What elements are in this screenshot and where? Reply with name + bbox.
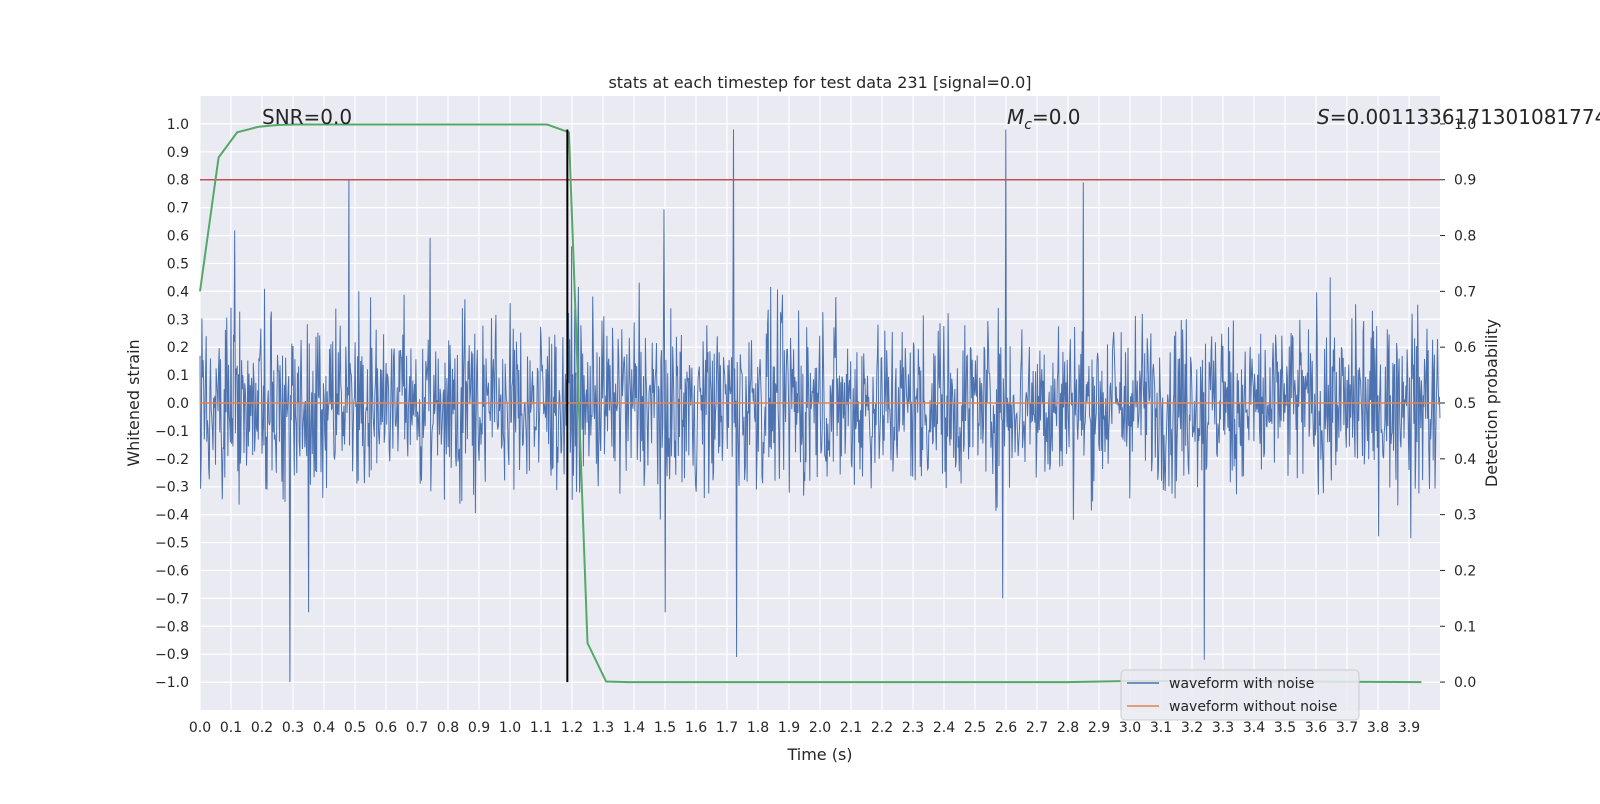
x-tick-label: 1.1	[530, 720, 552, 736]
y-tick-label: 0.4	[167, 284, 189, 300]
y2-tick-label: 0.3	[1454, 508, 1476, 524]
y-tick-label: 0.8	[167, 173, 189, 189]
x-tick-label: 0.3	[282, 720, 304, 736]
x-tick-label: 2.9	[1088, 720, 1110, 736]
y2-tick-label: 0.2	[1454, 563, 1476, 579]
x-tick-label: 1.7	[716, 720, 738, 736]
y2-tick-label: 0.8	[1454, 229, 1476, 245]
x-tick-label: 1.3	[592, 720, 614, 736]
y-tick-label: −0.6	[155, 563, 189, 579]
y-tick-label: −0.9	[155, 647, 189, 663]
x-tick-label: 1.9	[778, 720, 800, 736]
x-tick-label: 1.2	[561, 720, 583, 736]
x-tick-label: 3.2	[1181, 720, 1203, 736]
waveform-with-noise-line	[199, 129, 1441, 683]
y-tick-label: −0.3	[155, 480, 189, 496]
x-tick-label: 2.3	[902, 720, 924, 736]
y-tick-label: 0.5	[167, 256, 189, 272]
y2-axis-label: Detection probability	[1482, 319, 1501, 487]
x-tick-label: 1.0	[499, 720, 521, 736]
y2-tick-label: 0.0	[1454, 675, 1476, 691]
y2-tick-label: 1.0	[1454, 117, 1476, 133]
y-tick-label: 1.0	[167, 117, 189, 133]
y-tick-label: 0.3	[167, 312, 189, 328]
x-tick-label: 2.7	[1026, 720, 1048, 736]
x-tick-label: 3.7	[1336, 720, 1358, 736]
x-tick-label: 0.0	[189, 720, 211, 736]
y-tick-label: −0.4	[155, 508, 189, 524]
y2-tick-label: 0.4	[1454, 452, 1476, 468]
y-axis-label: Whitened strain	[124, 339, 143, 466]
legend: waveform with noise waveform without noi…	[1120, 669, 1360, 721]
y-tick-label: −0.7	[155, 591, 189, 607]
x-tick-label: 3.0	[1119, 720, 1141, 736]
y2-tick-label: 0.7	[1454, 284, 1476, 300]
x-tick-label: 3.4	[1243, 720, 1265, 736]
detection-probability-series	[199, 123, 1422, 684]
x-tick-label: 3.6	[1305, 720, 1327, 736]
legend-label-noise: waveform with noise	[1169, 676, 1314, 692]
x-tick-label: 1.8	[747, 720, 769, 736]
x-tick-label: 0.5	[344, 720, 366, 736]
s-annotation: S=0.0011336171301081774	[1317, 105, 1600, 129]
x-tick-label: 3.9	[1398, 720, 1420, 736]
y-tick-label: 0.7	[167, 201, 189, 217]
x-tick-label: 3.3	[1212, 720, 1234, 736]
x-tick-label: 2.4	[933, 720, 955, 736]
y-tick-label: −1.0	[155, 675, 189, 691]
x-tick-label: 1.6	[685, 720, 707, 736]
x-tick-label: 0.4	[313, 720, 335, 736]
y-tick-label: −0.1	[155, 424, 189, 440]
y-tick-label: 0.6	[167, 229, 189, 245]
x-tick-label: 3.1	[1150, 720, 1172, 736]
x-tick-label: 1.5	[654, 720, 676, 736]
x-tick-label: 0.6	[375, 720, 397, 736]
legend-box	[1120, 669, 1360, 721]
x-tick-label: 2.1	[840, 720, 862, 736]
y2-tick-label: 0.5	[1454, 396, 1476, 412]
x-tick-labels: 0.0 0.1 0.2 0.3 0.4 0.5 0.6 0.7 0.8 0.9 1.0 1.1 1.2 1…	[189, 720, 1420, 736]
y-tick-labels: 1.0 0.9 0.8 0.7 0.6 0.5 0.4 0.3 0.2 0.1 0.0 −0.1 −0.…	[155, 117, 189, 691]
chart-title: stats at each timestep for test data 231…	[608, 73, 1031, 92]
y-tick-label: −0.8	[155, 619, 189, 635]
x-tick-label: 0.2	[251, 720, 273, 736]
x-tick-label: 0.9	[468, 720, 490, 736]
y-tick-label: −0.2	[155, 452, 189, 468]
mc-annotation: Mc=0.0	[1007, 105, 1081, 133]
x-tick-label: 3.8	[1367, 720, 1389, 736]
y-tick-label: 0.9	[167, 145, 189, 161]
snr-annotation: SNR=0.0	[262, 105, 352, 129]
x-tick-label: 2.8	[1057, 720, 1079, 736]
x-tick-label: 3.5	[1274, 720, 1296, 736]
x-tick-label: 2.6	[995, 720, 1017, 736]
y-tick-label: 0.0	[167, 396, 189, 412]
x-axis-label: Time (s)	[786, 745, 852, 764]
x-tick-label: 0.1	[220, 720, 242, 736]
x-tick-label: 0.8	[437, 720, 459, 736]
y2-tick-labels: 1.0 0.9 0.8 0.7 0.6 0.5 0.4 0.3 0.2 0.1 0.0	[1440, 117, 1476, 691]
y-tick-label: 0.2	[167, 340, 189, 356]
x-tick-label: 0.7	[406, 720, 428, 736]
y-tick-label: 0.1	[167, 368, 189, 384]
y-tick-label: −0.5	[155, 536, 189, 552]
y2-tick-label: 0.9	[1454, 173, 1476, 189]
waveform-with-noise-series	[199, 129, 1441, 683]
x-tick-label: 1.4	[623, 720, 645, 736]
x-tick-label: 2.2	[871, 720, 893, 736]
x-tick-label: 2.0	[809, 720, 831, 736]
x-tick-label: 2.5	[964, 720, 986, 736]
y2-tick-label: 0.1	[1454, 619, 1476, 635]
legend-label-clean: waveform without noise	[1169, 699, 1337, 715]
y2-tick-label: 0.6	[1454, 340, 1476, 356]
